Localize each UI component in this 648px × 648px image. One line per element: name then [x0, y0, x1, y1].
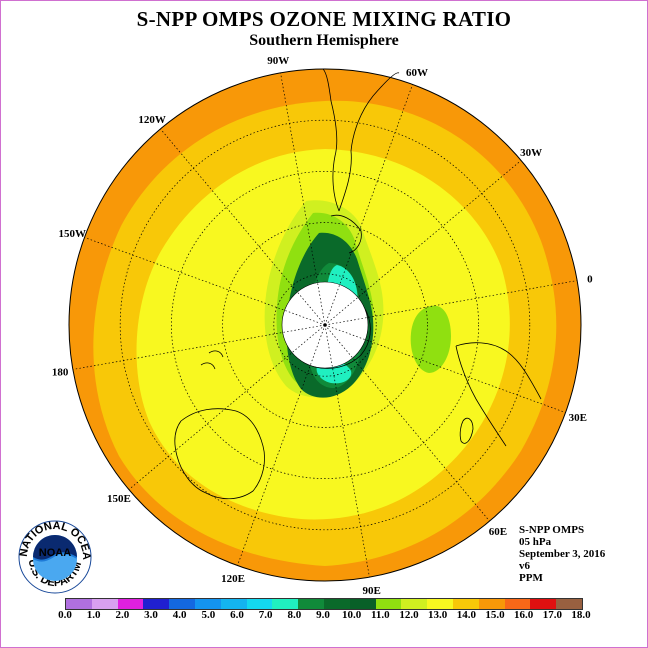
longitude-label: 120W	[138, 114, 166, 126]
noaa-logo: NATIONAL OCEANIC AND ATMOSPHERIC ADMINIS…	[18, 520, 92, 594]
colorbar-swatch	[220, 599, 247, 609]
version-label: v6	[519, 560, 530, 572]
colorbar-swatch	[169, 599, 195, 609]
colorbar-swatch	[349, 599, 376, 609]
colorbar-tick-label: 7.0	[258, 609, 273, 621]
colorbar-swatch	[452, 599, 479, 609]
colorbar-swatch	[246, 599, 273, 609]
colorbar-swatch	[530, 599, 557, 609]
longitude-label: 150E	[107, 493, 131, 505]
latitude-circle	[273, 273, 377, 377]
south-america-coast	[322, 68, 400, 212]
antarctic-peninsula	[330, 214, 362, 254]
ozone-band-11-east	[410, 305, 451, 373]
colorbar-swatch	[427, 599, 453, 609]
colorbar-tick-label: 17.0	[542, 609, 562, 621]
longitude-label: 30W	[520, 147, 542, 159]
colorbar-tick-label: 5.0	[201, 609, 216, 621]
colorbar-swatch	[91, 599, 118, 609]
colorbar-tick-label: 11.0	[371, 609, 390, 621]
colorbar-swatch	[298, 599, 324, 609]
colorbar-tick-label: 0.0	[58, 609, 72, 621]
colorbar-tick-label: 9.0	[316, 609, 330, 621]
longitude-label: 0	[587, 273, 593, 285]
longitude-labels: 90W 60W 120W 30W 150W 0 180 30E 150E 60E 120E 90E	[52, 55, 593, 597]
longitude-label: 90E	[363, 585, 381, 597]
colorbar-tick-label: 8.0	[287, 609, 302, 621]
colorbar-tick-label: 14.0	[456, 609, 476, 621]
colorbar-tick-label: 15.0	[485, 609, 505, 621]
colorbar-swatch	[375, 599, 402, 609]
colorbar	[65, 598, 583, 610]
longitude-label: 60W	[406, 67, 428, 79]
colorbar-tick-label: 12.0	[399, 609, 419, 621]
colorbar-tick-label: 18.0	[571, 609, 591, 621]
longitude-label: 30E	[569, 412, 587, 424]
africa-coast	[455, 342, 542, 447]
colorbar-tick-label: 4.0	[172, 609, 187, 621]
colorbar-tick-label: 3.0	[144, 609, 158, 621]
map-title: S-NPP OMPS OZONE MIXING RATIO	[136, 7, 512, 31]
colorbar-swatch	[401, 599, 428, 609]
colorbar-swatch	[556, 599, 582, 609]
colorbar-swatch	[272, 599, 299, 609]
units-label: PPM	[519, 572, 543, 584]
colorbar-swatch	[194, 599, 221, 609]
colorbar-tick-label: 10.0	[342, 609, 362, 621]
graticule	[72, 72, 578, 578]
colorbar-tick-label: 6.0	[230, 609, 244, 621]
info-block: S-NPP OMPS 05 hPa September 3, 2016 v6 P…	[519, 524, 605, 584]
longitude-label: 120E	[221, 573, 245, 585]
new-zealand	[200, 350, 224, 370]
colorbar-tick-label: 16.0	[514, 609, 534, 621]
australia-coast	[174, 408, 265, 500]
pressure-level-label: 05 hPa	[519, 536, 552, 548]
latitude-circle	[171, 171, 479, 479]
colorbar-tick-label: 1.0	[86, 609, 101, 621]
map-boundary	[68, 68, 582, 582]
colorbar-swatch	[117, 599, 144, 609]
date-label: September 3, 2016	[519, 548, 606, 560]
longitude-label: 60E	[489, 526, 507, 538]
colorbar-labels: 0.0 1.0 2.0 3.0 4.0 5.0 6.0 7.0 8.0 9.0 10.0 11.0 12…	[58, 609, 591, 623]
longitude-label: 150W	[58, 228, 86, 240]
instrument-label: S-NPP OMPS	[519, 524, 585, 536]
longitude-label: 180	[52, 367, 69, 379]
colorbar-swatch	[323, 599, 350, 609]
colorbar-swatch	[504, 599, 531, 609]
logo-text: NOAA	[39, 547, 71, 559]
colorbar-swatch	[143, 599, 170, 609]
latitude-circle	[222, 222, 428, 428]
latitude-circle	[119, 119, 531, 531]
colorbar-tick-label: 13.0	[428, 609, 448, 621]
colorbar-swatch	[66, 599, 92, 609]
madagascar	[459, 417, 474, 444]
colorbar-tick-label: 2.0	[115, 609, 130, 621]
map-subtitle: Southern Hemisphere	[249, 32, 399, 49]
colorbar-swatch	[478, 599, 505, 609]
longitude-label: 90W	[267, 55, 289, 67]
